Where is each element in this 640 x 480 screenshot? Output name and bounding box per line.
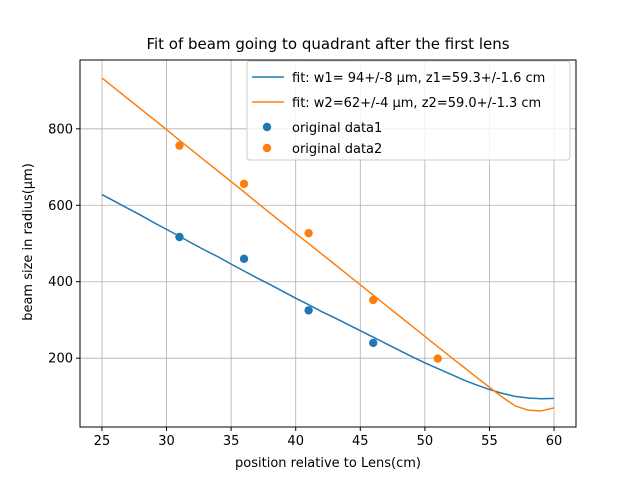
legend: fit: w1= 94+/-8 μm, z1=59.3+/-1.6 cm fit… [246,60,571,161]
data-point-series-2 [304,228,313,238]
y-tick-label: 200 [48,352,73,367]
legend-frame [246,60,571,161]
data-point-series-1 [369,338,378,348]
y-axis-title: beam size in radius(μm) [21,163,36,321]
x-axis-title: position relative to Lens(cm) [235,456,421,471]
x-tick-label: 40 [287,434,304,449]
y-tick-label: 600 [48,199,73,214]
x-tick-label: 55 [481,434,498,449]
data-point-series-2 [175,141,184,150]
axes-frame [79,59,577,428]
data-point-series-2 [433,354,442,363]
x-tick-label: 35 [223,434,240,449]
plot-layer [101,77,555,412]
data-point-series-1 [175,232,184,242]
y-tick-label: 400 [48,275,73,290]
legend-fit1-label: fit: w1= 94+/-8 μm, z1=59.3+/-1.6 cm [292,71,545,86]
legend-fit2-label: fit: w2=62+/-4 μm, z2=59.0+/-1.3 cm [292,96,541,111]
data-point-series-2 [239,179,249,189]
x-tick-label: 30 [158,434,175,449]
data-point-series-1 [239,254,249,263]
x-tick-label: 45 [352,434,369,449]
data-point-series-1 [304,306,313,315]
legend-data1-label: original data1 [292,121,382,136]
axes-layer: 25 30 35 40 45 50 55 60 200 400 600 800 [48,59,577,449]
y-tick-label: 800 [48,122,73,137]
fit-line-2 [101,77,555,412]
x-tick-label: 60 [546,434,563,449]
x-tick-label: 25 [94,434,111,449]
legend-data2-label: original data2 [292,142,382,157]
data-point-series-2 [369,295,378,305]
legend-data1-marker [262,122,272,132]
x-tick-label: 50 [417,434,434,449]
legend-data2-marker [262,143,272,153]
chart-title: Fit of beam going to quadrant after the … [146,35,509,53]
